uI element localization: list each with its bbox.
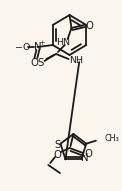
Text: O: O	[85, 21, 93, 31]
Text: S: S	[54, 140, 61, 150]
Text: HN: HN	[56, 37, 70, 46]
Text: N: N	[81, 153, 89, 163]
Text: O: O	[84, 149, 92, 159]
Text: −O: −O	[15, 43, 31, 52]
Text: S: S	[37, 58, 44, 68]
Text: N: N	[34, 42, 41, 52]
Text: CH₃: CH₃	[105, 134, 119, 143]
Text: +: +	[39, 40, 44, 46]
Text: O: O	[30, 58, 38, 68]
Text: O: O	[53, 150, 61, 160]
Text: NH: NH	[69, 56, 83, 65]
